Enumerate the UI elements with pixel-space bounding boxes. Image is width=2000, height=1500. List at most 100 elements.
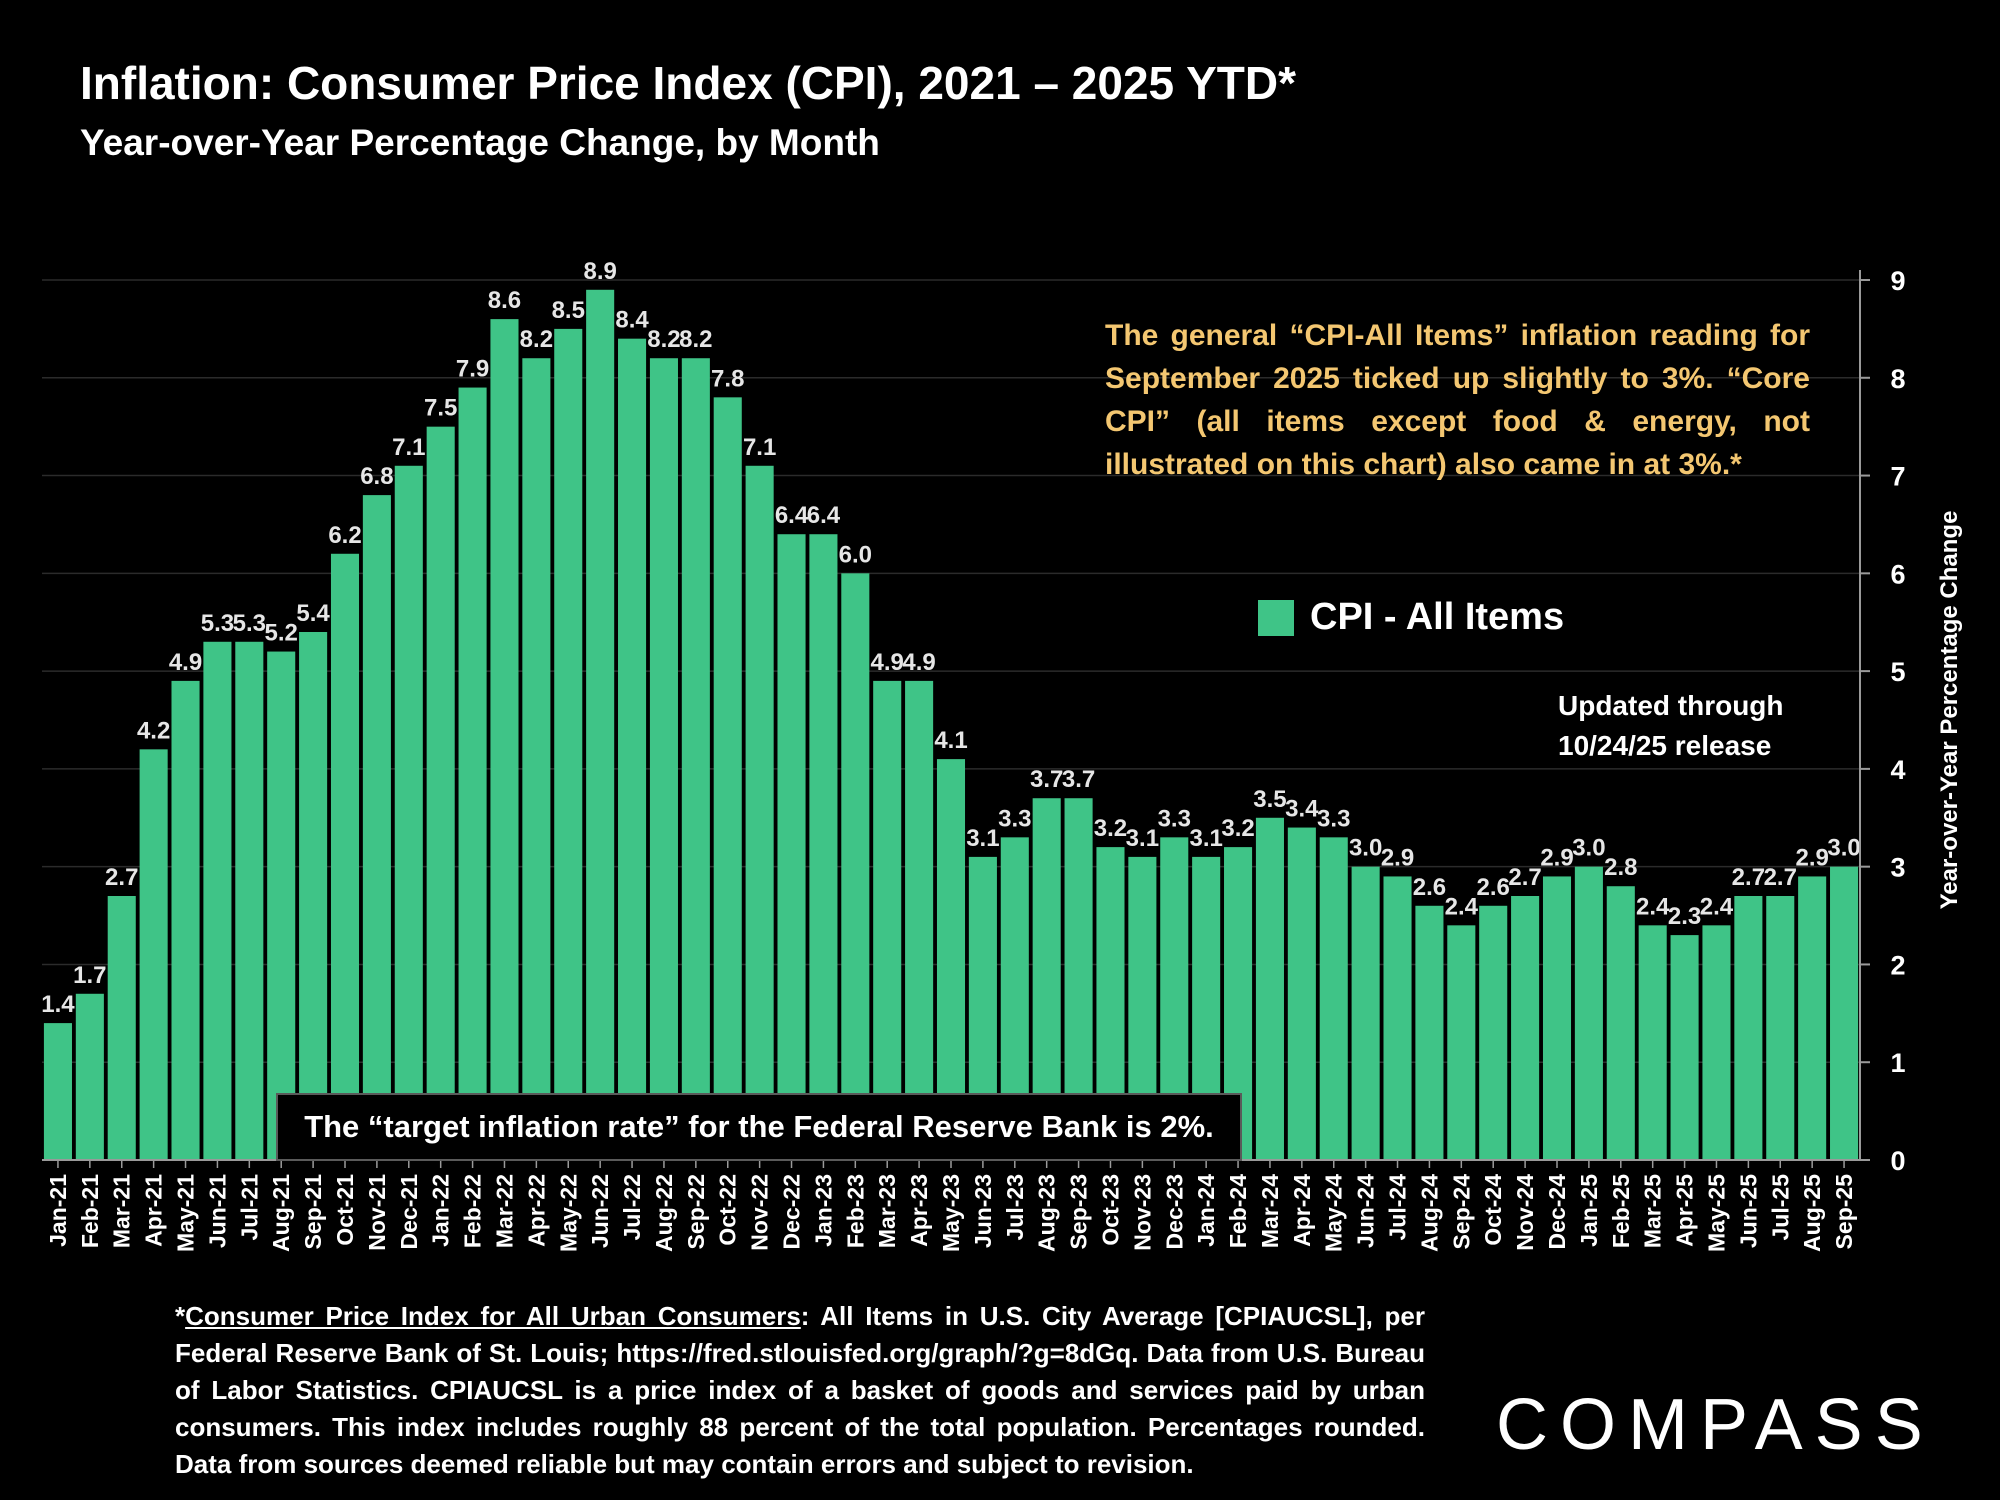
bar-May-25: [1702, 925, 1731, 1160]
x-tick-label: Dec-24: [1544, 1174, 1570, 1250]
bar-Sep-22: [681, 358, 710, 1160]
legend-swatch: [1258, 599, 1294, 636]
footnote: *Consumer Price Index for All Urban Cons…: [175, 1298, 1425, 1483]
x-tick-label: Apr-23: [906, 1174, 932, 1247]
x-tick-label: Feb-23: [842, 1174, 868, 1248]
bar-value-label: 7.5: [424, 395, 457, 422]
updated-line-1: Updated through: [1558, 690, 1784, 721]
x-tick-label: May-21: [173, 1174, 199, 1252]
bar-value-label: 3.1: [966, 825, 999, 852]
updated-note: Updated through 10/24/25 release: [1558, 686, 1784, 766]
bar-value-label: 8.4: [615, 307, 649, 334]
x-tick-label: Feb-24: [1225, 1174, 1251, 1248]
bar-value-label: 4.9: [902, 649, 935, 676]
x-tick-label: Jan-24: [1193, 1174, 1219, 1247]
cpi-bar-chart: 1.41.72.74.24.95.35.35.25.46.26.87.17.57…: [41, 258, 1963, 1252]
bar-Oct-21: [330, 553, 360, 1160]
bar-Nov-24: [1511, 896, 1540, 1160]
footnote-source-name: Consumer Price Index for All Urban Consu…: [185, 1301, 801, 1331]
y-axis-ticks: 0 1 2 3 4 5 6 7 8 9: [1860, 266, 1906, 1176]
bar-value-label: 7.1: [743, 434, 776, 461]
bar-Apr-23: [905, 680, 934, 1160]
x-tick-label: Nov-21: [364, 1174, 390, 1251]
bar-value-label: 4.2: [137, 717, 170, 744]
bar-May-22: [554, 328, 583, 1160]
bar-value-label: 3.4: [1285, 796, 1319, 823]
x-tick-label: Oct-23: [1097, 1174, 1123, 1246]
bar-Jun-25: [1734, 896, 1763, 1160]
bar-value-label: 3.0: [1827, 835, 1860, 862]
x-tick-label: Aug-23: [1034, 1174, 1060, 1252]
bar-value-label: 2.6: [1477, 874, 1510, 901]
bar-value-label: 3.2: [1221, 815, 1254, 842]
x-tick-label: Apr-21: [141, 1174, 167, 1247]
bar-value-label: 3.0: [1349, 835, 1382, 862]
target-inflation-note: The “target inflation rate” for the Fede…: [276, 1093, 1242, 1161]
x-tick-label: Apr-25: [1672, 1174, 1698, 1247]
inflation-annotation: The general “CPI-All Items” inflation re…: [1105, 314, 1810, 486]
bar-value-label: 3.1: [1189, 825, 1222, 852]
bar-Aug-24: [1415, 905, 1444, 1160]
bar-value-label: 3.3: [998, 805, 1031, 832]
bar-value-label: 3.1: [1126, 825, 1159, 852]
bar-value-label: 8.9: [583, 258, 616, 285]
compass-logo: COMPASS: [1496, 1385, 1935, 1465]
bar-value-label: 3.3: [1317, 805, 1350, 832]
x-tick-label: Jul-21: [236, 1174, 262, 1241]
x-tick-label: Sep-22: [683, 1174, 709, 1249]
target-inflation-text: The “target inflation rate” for the Fede…: [304, 1109, 1214, 1144]
x-tick-label: Jan-23: [810, 1174, 836, 1247]
bar-value-label: 2.4: [1445, 893, 1479, 920]
y-tick-label: 5: [1890, 657, 1905, 687]
bar-value-label: 2.4: [1636, 893, 1670, 920]
bar-Jul-25: [1766, 896, 1795, 1160]
bar-Feb-23: [841, 573, 870, 1160]
x-tick-label: Jun-25: [1735, 1174, 1761, 1248]
x-tick-label: Apr-22: [523, 1174, 549, 1247]
bar-Sep-24: [1447, 925, 1476, 1160]
bar-Oct-24: [1479, 905, 1508, 1160]
bar-Jan-25: [1574, 866, 1603, 1160]
annotation-line-2: for September 2025 ticked up slightly to…: [1105, 319, 1810, 395]
x-tick-label: Mar-25: [1640, 1174, 1666, 1248]
bar-value-label: 4.1: [934, 727, 967, 754]
bar-value-label: 2.9: [1795, 844, 1828, 871]
y-tick-label: 7: [1890, 462, 1905, 492]
x-tick-label: Jan-21: [45, 1174, 71, 1247]
bar-Jul-24: [1383, 876, 1412, 1160]
bar-value-label: 7.1: [392, 434, 425, 461]
x-tick-label: Dec-21: [396, 1174, 422, 1250]
x-tick-label: Jul-24: [1385, 1174, 1411, 1241]
y-tick-label: 8: [1890, 364, 1905, 394]
bar-value-label: 5.2: [265, 620, 298, 647]
x-tick-label: Feb-25: [1608, 1174, 1634, 1248]
bar-value-label: 6.8: [360, 463, 393, 490]
bar-Apr-21: [139, 749, 168, 1160]
x-tick-label: Mar-21: [109, 1174, 135, 1248]
bar-value-label: 2.7: [1508, 864, 1541, 891]
x-tick-label: Mar-22: [491, 1174, 517, 1248]
x-tick-label: Oct-22: [715, 1174, 741, 1246]
annotation-line-1: The general “CPI-All Items” inflation re…: [1105, 319, 1758, 352]
y-tick-label: 0: [1890, 1146, 1905, 1176]
chart-title: Inflation: Consumer Price Index (CPI), 2…: [80, 57, 1296, 109]
x-tick-label: Aug-21: [268, 1174, 294, 1252]
y-tick-label: 2: [1890, 950, 1905, 980]
bar-Mar-22: [490, 319, 519, 1161]
x-tick-label: Nov-22: [747, 1174, 773, 1251]
bar-Nov-22: [745, 465, 774, 1160]
x-tick-label: May-25: [1703, 1174, 1729, 1252]
bar-value-label: 6.4: [807, 502, 841, 529]
bar-Aug-21: [267, 651, 296, 1160]
x-tick-label: May-22: [555, 1174, 581, 1252]
bar-value-label: 2.8: [1604, 854, 1637, 881]
x-axis-ticks: Jan-21 Feb-21 Mar-21 Apr-21 May-21 Jun-21 Jul-…: [45, 1160, 1857, 1252]
bar-Feb-25: [1606, 886, 1635, 1160]
x-tick-label: Feb-21: [77, 1174, 103, 1248]
bar-value-label: 5.4: [296, 600, 330, 627]
x-tick-label: Dec-22: [779, 1174, 805, 1249]
bar-Jun-24: [1351, 866, 1380, 1160]
bar-value-label: 4.9: [169, 649, 202, 676]
bar-value-label: 2.9: [1540, 844, 1573, 871]
bar-Feb-21: [75, 993, 104, 1160]
